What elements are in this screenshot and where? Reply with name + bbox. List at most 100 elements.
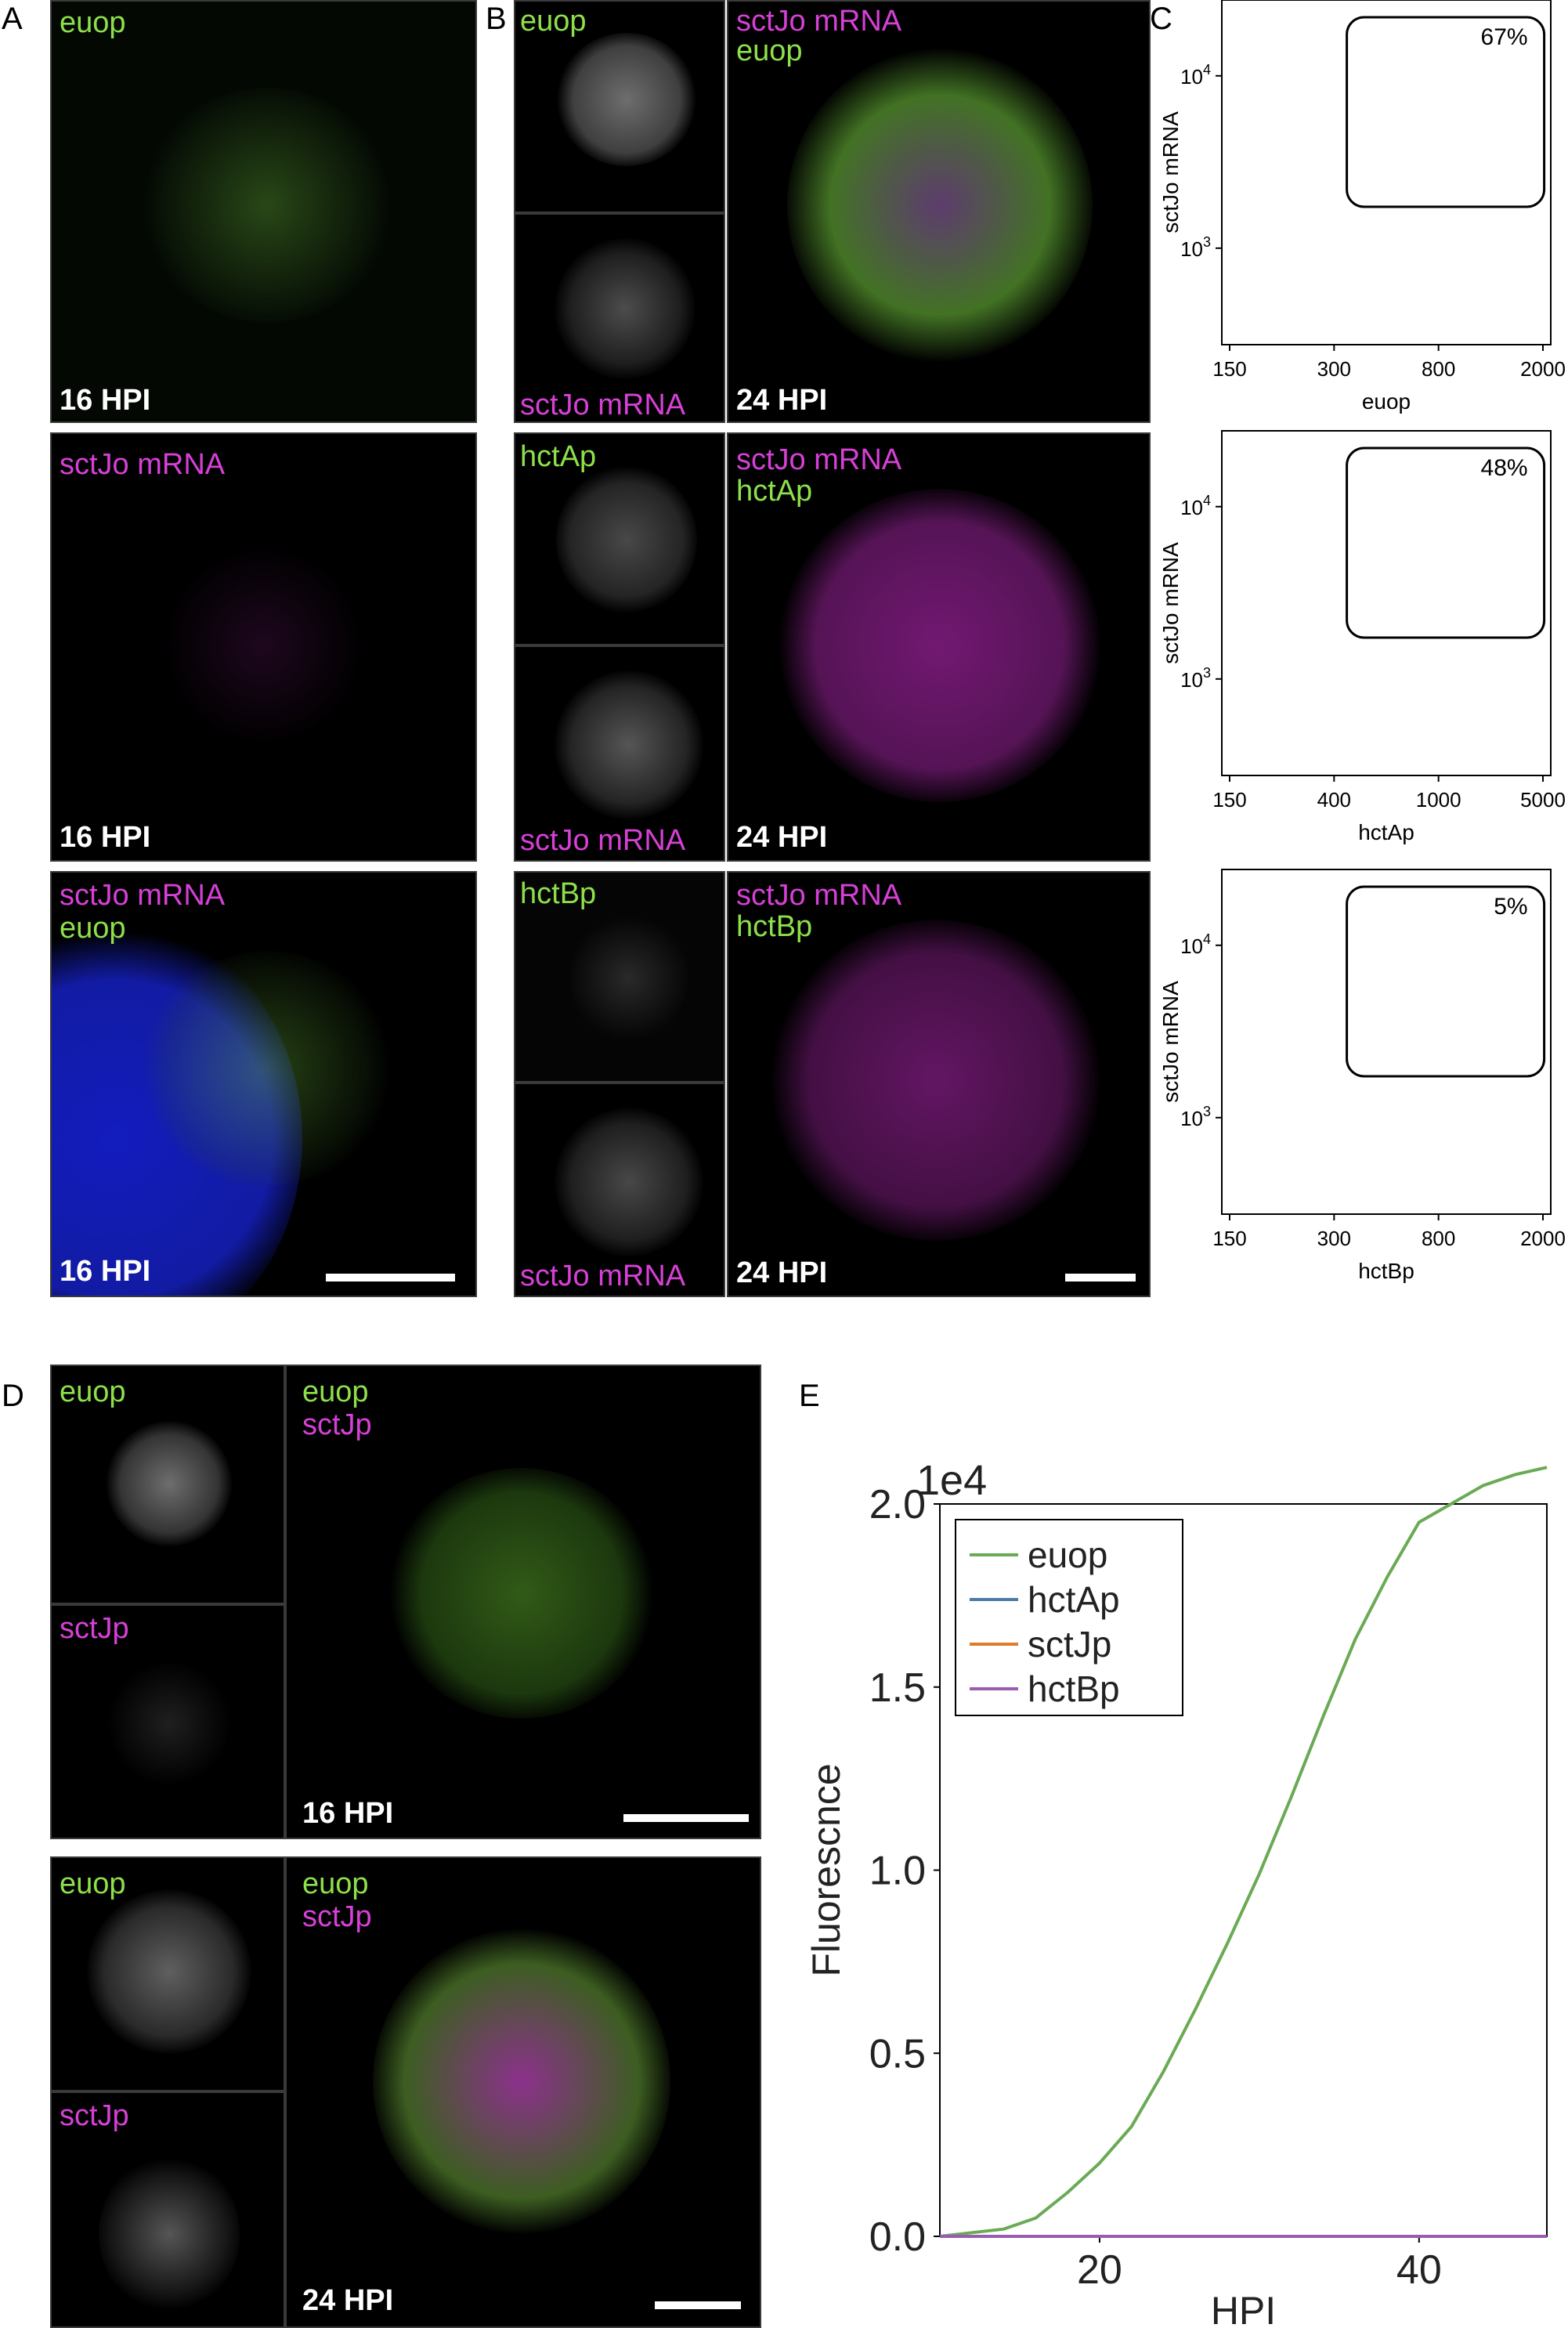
panel-label-e: E [799,1379,820,1413]
offset-text: 1e4 [916,1457,987,1504]
x-tick-label: 400 [1317,788,1351,812]
panel-label-a: A [2,2,23,36]
panel-a-image-euop: euop 16 HPI [50,0,477,423]
x-tick-label: 20 [1077,2247,1122,2293]
panel-c-scatter-plots: 67% 150 300 800 2000 103 104 euop sctJo mRNA 48%… [1158,0,1566,1283]
panel-b-row2-small-bottom: sctJo mRNA [514,645,725,862]
label-time: 16 HPI [60,384,151,417]
label-time: 24 HPI [736,1256,828,1289]
panel-b-row2-small-top: hctAp [514,432,725,645]
label-hctap: hctAp [520,440,597,473]
label-time: 24 HPI [736,821,828,854]
label-euop: euop [60,912,126,945]
label-time: 16 HPI [60,821,151,854]
panel-d-row1-merge: euop sctJp 16 HPI [285,1365,761,1839]
x-tick-label: 150 [1212,788,1246,812]
panel-b-row3-small-bottom: sctJo mRNA [514,1083,725,1297]
gate-box [1346,16,1546,208]
label-sctjp: sctJp [302,1408,372,1441]
series-line-euop [939,1466,1548,2238]
nucleus-merge [771,920,1100,1241]
panel-b-row1-small-bottom: sctJo mRNA [514,213,725,423]
y-tick-label: 104 [1180,62,1211,89]
nucleus-gray [556,33,697,166]
x-tick-label: 40 [1396,2247,1442,2293]
x-tick-label: 2000 [1520,357,1566,381]
label-sctjo-mrna: sctJo mRNA [520,389,686,421]
panel-d-row2-merge: euop sctJp 24 HPI [285,1856,761,2328]
label-sctjo-mrna: sctJo mRNA [60,879,226,912]
y-tick-label: 104 [1180,931,1211,958]
x-tick-label: 800 [1422,357,1455,381]
scale-bar [655,2301,741,2309]
panel-d-row2-small-top: euop [50,1856,285,2091]
x-tick-label: 150 [1212,357,1246,381]
x-tick-label: 150 [1212,1227,1246,1250]
nucleus-gray [570,912,688,1045]
nucleus-gray [555,671,703,819]
scatter-plot-hctap: 48% 150 400 1000 5000 103 104 hctAp sctJo mRNA [1158,430,1566,844]
x-axis-label: hctBp [1358,1259,1414,1283]
x-tick-label: 2000 [1520,1227,1566,1250]
x-axis-label: HPI [1211,2289,1276,2326]
nucleus-merge [373,1929,670,2234]
panel-label-c: C [1150,2,1172,36]
y-tick-label: 2.0 [869,1482,926,1527]
legend-label-hctbp: hctBp [1028,1668,1120,1709]
x-axis-label: hctAp [1358,820,1414,844]
x-tick-label: 800 [1422,1227,1455,1250]
gate-box [1346,885,1546,1078]
panel-b-row3-small-top: hctBp [514,871,725,1083]
scale-bar [1065,1274,1136,1281]
y-axis-label: Fluorescnce [804,1763,848,1976]
y-tick-label: 0.0 [869,2214,926,2260]
nucleus-merge [787,49,1093,362]
label-time: 16 HPI [60,1255,151,1288]
nucleus-green [388,1468,655,1719]
panel-b-row2-merge: sctJo mRNA hctAp 24 HPI [727,432,1151,862]
label-sctjo-mrna: sctJo mRNA [736,5,902,38]
y-tick-label: 103 [1180,1104,1211,1130]
nucleus-merge [779,489,1100,802]
nucleus-green [142,951,392,1186]
label-euop: euop [60,1867,126,1900]
panel-a-image-sctjo: sctJo mRNA 16 HPI [50,432,477,862]
plot-frame [1221,0,1552,345]
y-tick-exponent: 4 [1203,493,1211,508]
nucleus-gray [107,1661,232,1786]
gate-box [1346,446,1546,639]
nucleus-gray [87,1889,251,2054]
nucleus-green [142,88,392,323]
plot-frame [1221,430,1552,776]
gate-percentage: 48% [1481,455,1528,481]
scale-bar [326,1274,455,1281]
label-sctjo-mrna: sctJo mRNA [520,824,686,857]
nucleus-gray [555,1108,703,1256]
nucleus-gray [556,465,697,614]
nucleus-gray [99,2156,240,2312]
legend-box [955,1519,1183,1716]
x-tick-label: 1000 [1416,788,1461,812]
panel-label-b: B [486,2,507,36]
label-sctjp: sctJp [302,1900,372,1933]
nucleus-gray [107,1421,232,1546]
panel-d-row1-small-bottom: sctJp [50,1604,285,1839]
y-tick-label: 103 [1180,234,1211,261]
y-axis-label: sctJo mRNA [1158,981,1183,1103]
y-tick-exponent: 3 [1203,665,1211,681]
panel-a-image-merge: sctJo mRNA euop 16 HPI [50,871,477,1297]
x-tick-label: 300 [1317,357,1351,381]
label-time: 16 HPI [302,1797,394,1830]
label-euop: euop [302,1867,369,1900]
y-tick-exponent: 3 [1203,234,1211,250]
label-sctjo-mrna: sctJo mRNA [520,1260,686,1292]
plot-frame [1221,869,1552,1215]
label-time: 24 HPI [736,384,828,417]
gate-percentage: 5% [1494,894,1527,920]
scatter-plot-hctbp: 5% 150 300 800 2000 103 104 hctBp sctJo mRNA [1158,869,1566,1283]
panel-b-row1-merge: sctJo mRNA euop 24 HPI [727,0,1151,423]
panel-label-d: D [2,1379,24,1413]
legend-label-hctap: hctAp [1028,1579,1120,1620]
x-axis-label: euop [1362,389,1411,414]
y-tick-exponent: 4 [1203,931,1211,947]
